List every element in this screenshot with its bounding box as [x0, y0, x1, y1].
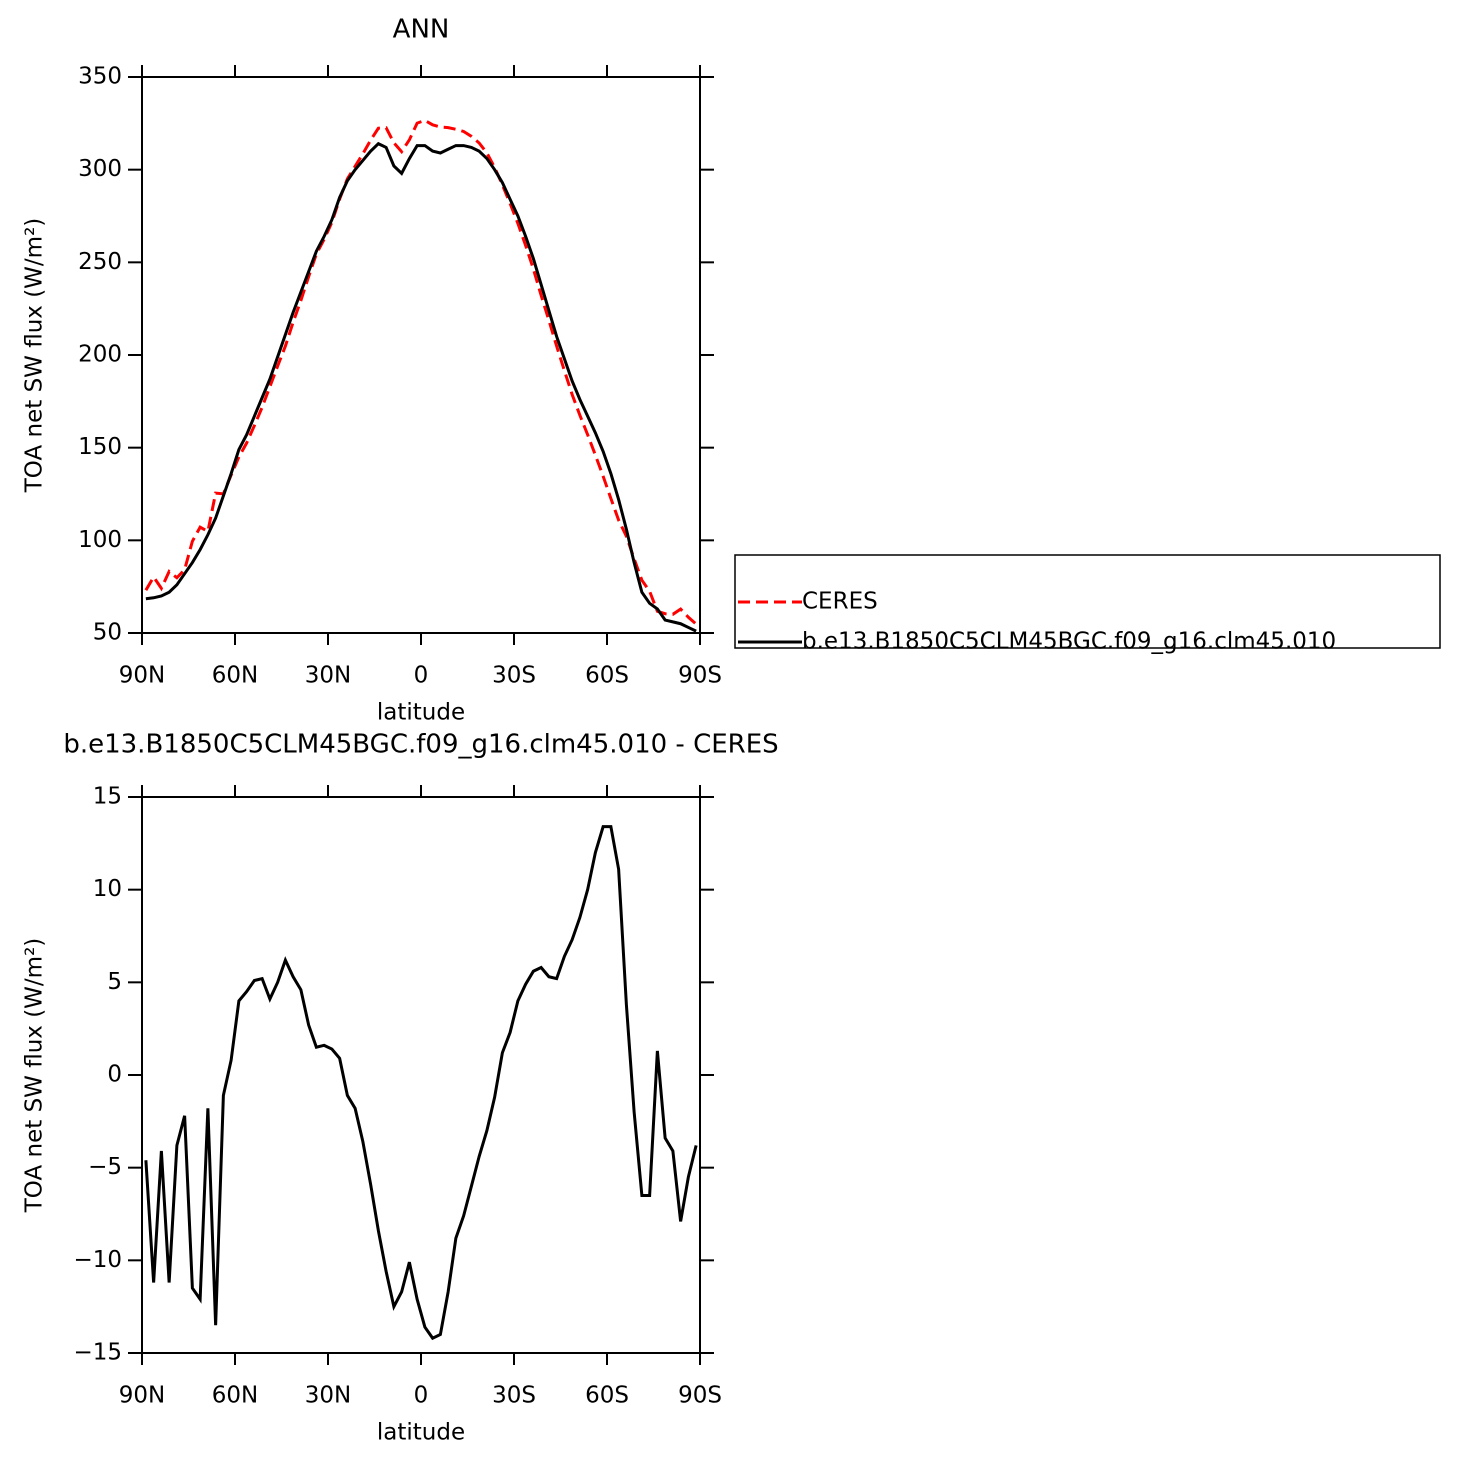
x-tick-label: 90S	[678, 663, 722, 689]
y-tick-label: −15	[73, 1340, 122, 1366]
legend-label: CERES	[802, 589, 878, 615]
y-tick-label: 15	[93, 784, 122, 810]
y-tick-label: 200	[78, 342, 122, 368]
y-tick-label: 50	[93, 620, 122, 646]
x-axis-label: latitude	[377, 700, 465, 726]
data-line	[144, 825, 698, 1341]
x-tick-label: 60S	[585, 1383, 629, 1409]
x-tick-label: 30N	[305, 663, 351, 689]
y-tick-label: 150	[78, 434, 122, 460]
chart-title: ANN	[393, 15, 450, 45]
y-tick-label: 100	[78, 527, 122, 553]
x-axis-label: latitude	[377, 1420, 465, 1446]
y-tick-label: 250	[78, 249, 122, 275]
y-tick-label: −5	[88, 1154, 122, 1180]
x-tick-label: 30N	[305, 1383, 351, 1409]
x-tick-label: 60N	[212, 1383, 258, 1409]
y-tick-label: 350	[78, 64, 122, 90]
chart-title: b.e13.B1850C5CLM45BGC.f09_g16.clm45.010 …	[63, 730, 778, 760]
x-tick-label: 30S	[492, 1383, 536, 1409]
data-line	[145, 141, 697, 633]
x-tick-label: 90S	[678, 1383, 722, 1409]
y-tick-label: 300	[78, 156, 122, 182]
x-tick-label: 90N	[119, 1383, 165, 1409]
y-axis-label: TOA net SW flux (W/m²)	[22, 938, 48, 1214]
legend-box	[734, 554, 1441, 649]
x-tick-label: 90N	[119, 663, 165, 689]
y-tick-label: −10	[73, 1247, 122, 1273]
y-tick-label: 0	[107, 1062, 122, 1088]
plot-frame	[141, 76, 701, 634]
y-tick-label: 10	[93, 876, 122, 902]
x-tick-label: 60S	[585, 663, 629, 689]
data-line	[144, 118, 698, 626]
x-tick-label: 60N	[212, 663, 258, 689]
y-tick-label: 5	[107, 969, 122, 995]
x-tick-label: 0	[414, 663, 429, 689]
y-axis-label: TOA net SW flux (W/m²)	[22, 218, 48, 494]
plot-frame	[141, 796, 701, 1354]
x-tick-label: 0	[414, 1383, 429, 1409]
x-tick-label: 30S	[492, 663, 536, 689]
legend-label: b.e13.B1850C5CLM45BGC.f09_g16.clm45.010	[802, 629, 1336, 655]
